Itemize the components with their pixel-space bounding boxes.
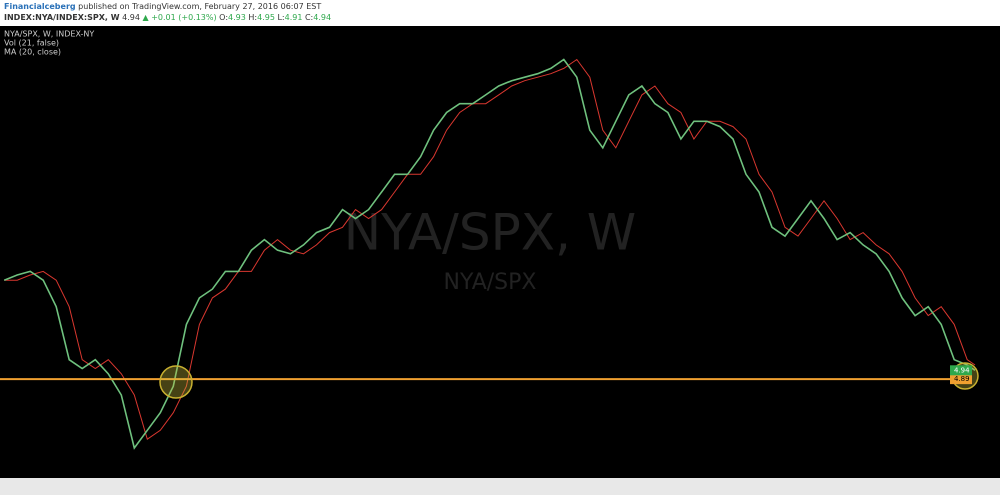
support-label-box	[950, 374, 972, 385]
ohlc-value: 4.95	[257, 13, 275, 22]
x-axis-band	[0, 478, 1000, 495]
arrow: ▲	[142, 13, 149, 22]
series-line	[3, 58, 976, 450]
ohlc-key: C:	[304, 13, 314, 22]
ohlc-key: O:	[219, 13, 229, 22]
ohlc: O:4.93 H:4.95 L:4.91 C:4.94	[219, 13, 331, 22]
plot-background	[0, 26, 1000, 478]
ohlc-value: 4.91	[284, 13, 303, 22]
published: published on TradingView.com, February 2…	[78, 2, 322, 11]
watermark-sub: NYA/SPX	[444, 270, 537, 295]
legend-line: Vol (21, false)	[4, 39, 59, 48]
annotation-circle	[159, 365, 193, 399]
header: Financialceberg published on TradingView…	[0, 0, 1000, 26]
legend-line: NYA/SPX, W, INDEX-NY	[4, 30, 94, 39]
price: 4.94	[122, 13, 140, 22]
legend-line: MA (20, close)	[4, 48, 61, 57]
support-label: 4.89	[954, 375, 970, 383]
symbol: INDEX:NYA/INDEX:SPX, W	[4, 13, 120, 22]
ohlc-value: 4.94	[313, 13, 332, 22]
ohlc-key: H:	[248, 13, 258, 22]
author[interactable]: Financialceberg	[4, 2, 76, 11]
ohlc-key: L:	[277, 13, 285, 22]
last-price-label: 4.94	[954, 366, 970, 374]
watermark: NYA/SPX, W	[344, 204, 636, 262]
last-price-box	[950, 365, 972, 376]
change: +0.01 (+0.13%)	[151, 13, 217, 22]
ohlc-value: 4.93	[228, 13, 246, 22]
